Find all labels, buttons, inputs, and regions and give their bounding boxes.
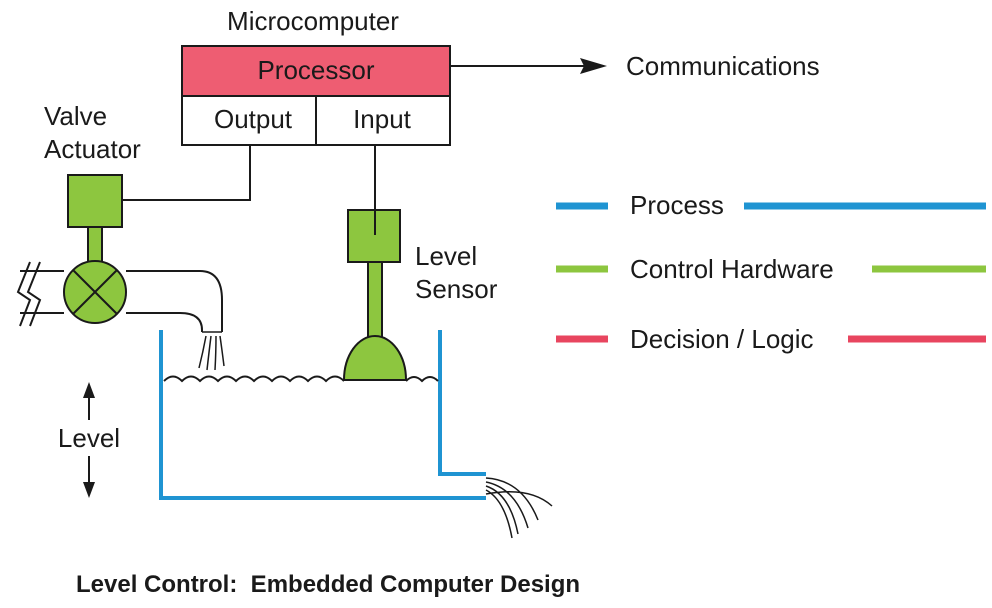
valve-actuator-box: [67, 174, 123, 228]
valve-cross-icon: [72, 269, 118, 315]
input-label: Input: [353, 104, 412, 134]
legend: Process Control Hardware Decision / Logi…: [556, 190, 986, 354]
level-sensor-rod: [367, 261, 383, 339]
output-wire: [122, 145, 251, 201]
level-sensor-label-2: Sensor: [415, 274, 498, 304]
legend-label-process: Process: [630, 190, 724, 220]
level-label: Level: [58, 423, 120, 453]
legend-label-control-hardware: Control Hardware: [630, 254, 834, 284]
valve-actuator-label-1: Valve: [44, 101, 107, 131]
tank: [159, 330, 486, 500]
level-arrow-icon: [83, 382, 95, 498]
level-sensor-label-1: Level: [415, 241, 477, 271]
diagram-caption: Level Control: Embedded Computer Design: [76, 571, 580, 598]
processor-block: [181, 45, 451, 97]
microcomputer-title: Microcomputer: [227, 6, 399, 36]
inlet-pipe: [20, 270, 223, 333]
arrow-right-icon: [580, 58, 607, 74]
processor-label: Processor: [257, 55, 374, 85]
inlet-water-stream: [198, 335, 225, 371]
pipe-break-icon: [16, 261, 42, 327]
valve-stem: [87, 226, 103, 266]
level-sensor-float: [342, 335, 408, 381]
communications-label: Communications: [626, 51, 820, 81]
legend-label-decision-logic: Decision / Logic: [630, 324, 814, 354]
outlet-water-stream: [485, 477, 553, 539]
output-label: Output: [214, 104, 293, 134]
valve-actuator-label-2: Actuator: [44, 134, 141, 164]
water-surface: [163, 375, 439, 383]
